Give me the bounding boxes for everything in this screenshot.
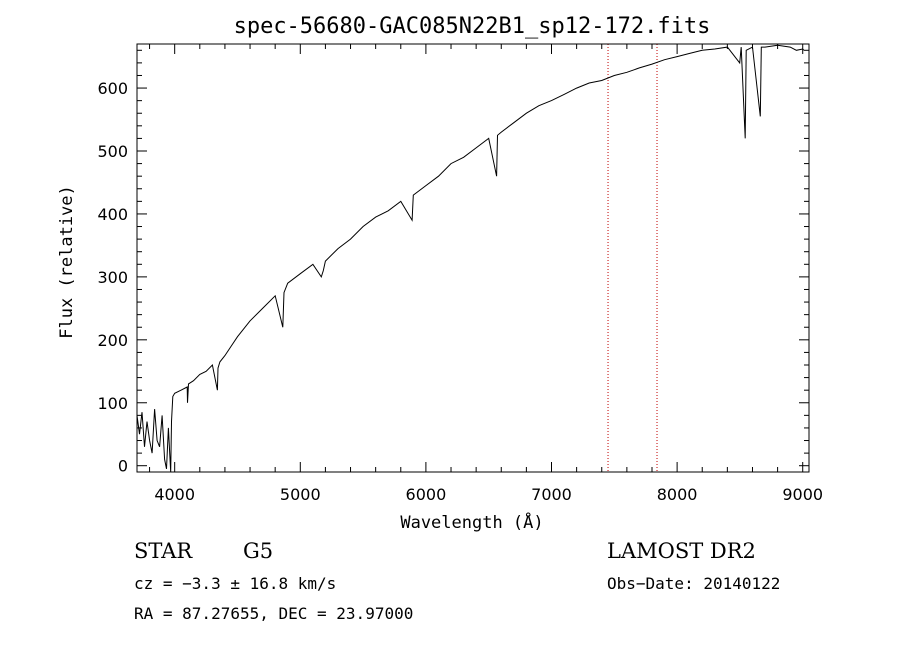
y-tick-label: 600 bbox=[97, 79, 128, 98]
observation-date: Obs−Date: 20140122 bbox=[607, 574, 780, 593]
axis-ticks bbox=[137, 44, 809, 472]
x-tick-label: 9000 bbox=[782, 485, 823, 504]
y-tick-label: 200 bbox=[97, 331, 128, 350]
x-axis-label: Wavelength (Å) bbox=[400, 511, 543, 533]
redshift-cz: cz = −3.3 ± 16.8 km/s bbox=[134, 574, 336, 593]
x-tick-label: 6000 bbox=[406, 485, 447, 504]
x-tick-label: 8000 bbox=[657, 485, 698, 504]
y-tick-label: 300 bbox=[97, 268, 128, 287]
coordinates: RA = 87.27655, DEC = 23.97000 bbox=[134, 604, 413, 623]
plot-frame bbox=[136, 43, 810, 473]
y-tick-label: 400 bbox=[97, 205, 128, 224]
reference-lines bbox=[607, 44, 658, 472]
chart-title: spec-56680-GAC085N22B1_sp12-172.fits bbox=[234, 14, 711, 39]
object-subclass: G5 bbox=[243, 539, 273, 563]
object-class: STAR bbox=[134, 539, 193, 563]
spectrum-line bbox=[136, 44, 805, 473]
y-tick-label: 500 bbox=[97, 142, 128, 161]
y-axis-label: Flux (relative) bbox=[57, 185, 77, 339]
y-tick-label: 100 bbox=[97, 394, 128, 413]
survey-name: LAMOST DR2 bbox=[607, 539, 756, 563]
x-tick-label: 7000 bbox=[531, 485, 572, 504]
axis-tick-labels: 4000 5000 6000 7000 8000 9000 0 100 200 300 400 500… bbox=[97, 79, 823, 504]
x-tick-label: 4000 bbox=[154, 485, 195, 504]
y-tick-label: 0 bbox=[118, 457, 128, 476]
x-tick-label: 5000 bbox=[280, 485, 321, 504]
